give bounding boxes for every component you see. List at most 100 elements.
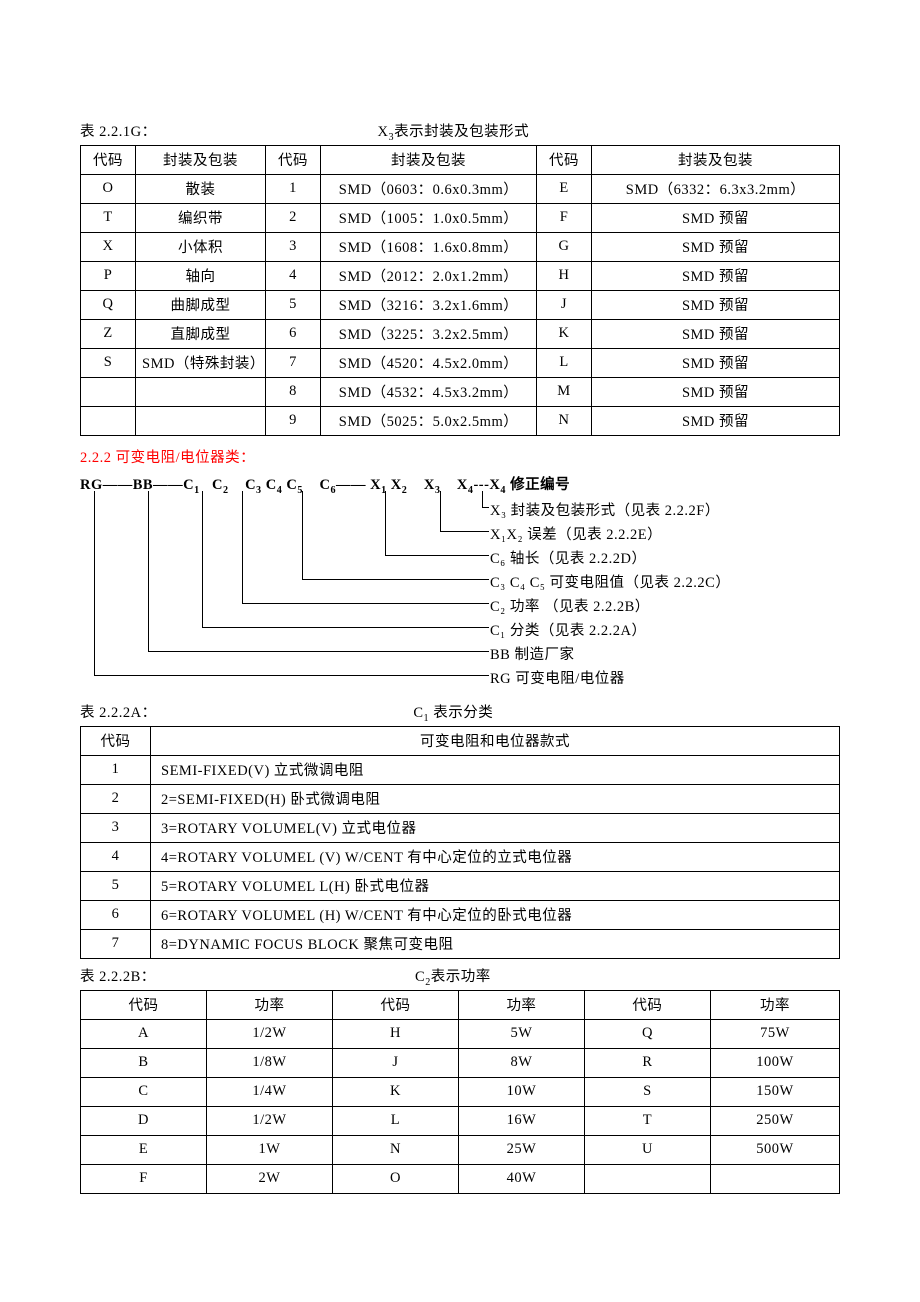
table-cell: 5W (458, 1019, 584, 1048)
table-cell: 40W (458, 1164, 584, 1193)
table-row: SSMD（特殊封装）7SMD（4520：4.5x2.0mm）LSMD 预留 (81, 348, 840, 377)
table-cell: SMD 预留 (592, 406, 840, 435)
table-cell: 5 (81, 871, 151, 900)
table-cell (81, 406, 136, 435)
table-cell: T (584, 1106, 710, 1135)
table-cell (710, 1164, 839, 1193)
table-221g: 代码 封装及包装 代码 封装及包装 代码 封装及包装 O散装1SMD（0603：… (80, 145, 840, 436)
table-cell: SMD（3216：3.2x1.6mm） (321, 290, 537, 319)
diagram-expl-c2: C₂ 功率 （见表 2.2.2B） (490, 595, 650, 616)
code-format-diagram: RG——BB——C1 C2 C3 C4 C5 C6—— X1 X2 X3 X4-… (80, 473, 840, 733)
diagram-expl-c345: C₃ C₄ C₅ 可变电阻值（见表 2.2.2C） (490, 571, 730, 592)
table-222b-label: 表 2.2.2B： (80, 965, 156, 988)
table-222a: 代码 可变电阻和电位器款式 1SEMI-FIXED(V) 立式微调电阻22=SE… (80, 726, 840, 959)
table-row: 78=DYNAMIC FOCUS BLOCK 聚焦可变电阻 (81, 929, 840, 958)
table-cell: X (81, 232, 136, 261)
table-cell: SMD 预留 (592, 203, 840, 232)
diagram-expl-x1x2: X₁X₂ 误差（见表 2.2.2E） (490, 523, 662, 544)
table-cell: E (537, 174, 592, 203)
table-cell: 8 (266, 377, 321, 406)
table-cell: 编织带 (136, 203, 266, 232)
table-cell: SEMI-FIXED(V) 立式微调电阻 (151, 755, 840, 784)
table-cell: 7 (266, 348, 321, 377)
table-cell: 1/4W (206, 1077, 332, 1106)
table-cell: SMD（4520：4.5x2.0mm） (321, 348, 537, 377)
table-221g-title: 表 2.2.1G： X3表示封装及包装形式 (80, 120, 840, 143)
table-cell: 轴向 (136, 261, 266, 290)
table-cell: 散装 (136, 174, 266, 203)
diagram-expl-c6: C₆ 轴长（见表 2.2.2D） (490, 547, 646, 568)
table-cell: 2W (206, 1164, 332, 1193)
table-cell: 150W (710, 1077, 839, 1106)
table-row: O散装1SMD（0603：0.6x0.3mm）ESMD（6332：6.3x3.2… (81, 174, 840, 203)
table-cell: E (81, 1135, 207, 1164)
table-cell: N (537, 406, 592, 435)
table-cell: L (332, 1106, 458, 1135)
table-cell: SMD 预留 (592, 348, 840, 377)
table-cell: S (81, 348, 136, 377)
table-cell: H (332, 1019, 458, 1048)
table-cell: SMD（1608：1.6x0.8mm） (321, 232, 537, 261)
table-cell: Z (81, 319, 136, 348)
section-222-heading: 2.2.2 可变电阻/电位器类： (80, 446, 840, 467)
table-row: 66=ROTARY VOLUMEL (H) W/CENT 有中心定位的卧式电位器 (81, 900, 840, 929)
table-cell: K (332, 1077, 458, 1106)
table-cell: 2 (266, 203, 321, 232)
table-cell: 8W (458, 1048, 584, 1077)
table-row: 33=ROTARY VOLUMEL(V) 立式电位器 (81, 813, 840, 842)
table-221g-caption: X3表示封装及包装形式 (157, 120, 750, 143)
table-cell: 1/2W (206, 1019, 332, 1048)
table-cell: Q (584, 1019, 710, 1048)
table-222b-title: 表 2.2.2B： C2表示功率 (80, 965, 840, 988)
table-row: B1/8WJ8WR100W (81, 1048, 840, 1077)
table-cell: SMD 预留 (592, 377, 840, 406)
table-row: 1SEMI-FIXED(V) 立式微调电阻 (81, 755, 840, 784)
table-cell: 6 (266, 319, 321, 348)
table-cell: SMD（2012：2.0x1.2mm） (321, 261, 537, 290)
table-cell (136, 406, 266, 435)
table-cell: J (332, 1048, 458, 1077)
table-cell: SMD 预留 (592, 261, 840, 290)
table-cell: U (584, 1135, 710, 1164)
table-cell: SMD（0603：0.6x0.3mm） (321, 174, 537, 203)
table-cell: 2=SEMI-FIXED(H) 卧式微调电阻 (151, 784, 840, 813)
diagram-expl-rg: RG 可变电阻/电位器 (490, 667, 625, 688)
table-cell: O (332, 1164, 458, 1193)
table-row: 8SMD（4532：4.5x3.2mm）MSMD 预留 (81, 377, 840, 406)
table-cell: B (81, 1048, 207, 1077)
table-cell: 1/2W (206, 1106, 332, 1135)
table-cell: Q (81, 290, 136, 319)
table-cell: 4=ROTARY VOLUMEL (V) W/CENT 有中心定位的立式电位器 (151, 842, 840, 871)
table-cell: SMD 预留 (592, 290, 840, 319)
table-222b-caption: C2表示功率 (156, 965, 750, 988)
table-cell: D (81, 1106, 207, 1135)
table-cell: 500W (710, 1135, 839, 1164)
table-header-row: 代码 功率 代码 功率 代码 功率 (81, 990, 840, 1019)
table-cell: 25W (458, 1135, 584, 1164)
table-cell: 6 (81, 900, 151, 929)
table-row: 9SMD（5025：5.0x2.5mm）NSMD 预留 (81, 406, 840, 435)
table-cell: SMD 预留 (592, 319, 840, 348)
table-222b: 代码 功率 代码 功率 代码 功率 A1/2WH5WQ75WB1/8WJ8WR1… (80, 990, 840, 1194)
table-cell: G (537, 232, 592, 261)
table-cell: 3=ROTARY VOLUMEL(V) 立式电位器 (151, 813, 840, 842)
table-row: E1WN25WU500W (81, 1135, 840, 1164)
table-cell: 4 (266, 261, 321, 290)
table-cell: 1W (206, 1135, 332, 1164)
diagram-expl-x3: X₃ 封装及包装形式（见表 2.2.2F） (490, 499, 720, 520)
table-cell: 75W (710, 1019, 839, 1048)
table-row: D1/2WL16WT250W (81, 1106, 840, 1135)
table-cell (584, 1164, 710, 1193)
table-cell: 5 (266, 290, 321, 319)
table-row: X小体积3SMD（1608：1.6x0.8mm）GSMD 预留 (81, 232, 840, 261)
table-cell: R (584, 1048, 710, 1077)
table-cell: T (81, 203, 136, 232)
table-cell (136, 377, 266, 406)
table-cell: 1 (266, 174, 321, 203)
table-cell: K (537, 319, 592, 348)
table-cell: SMD（4532：4.5x3.2mm） (321, 377, 537, 406)
table-row: A1/2WH5WQ75W (81, 1019, 840, 1048)
diagram-expl-bb: BB 制造厂家 (490, 643, 574, 664)
table-cell: SMD（6332：6.3x3.2mm） (592, 174, 840, 203)
table-cell: SMD（5025：5.0x2.5mm） (321, 406, 537, 435)
